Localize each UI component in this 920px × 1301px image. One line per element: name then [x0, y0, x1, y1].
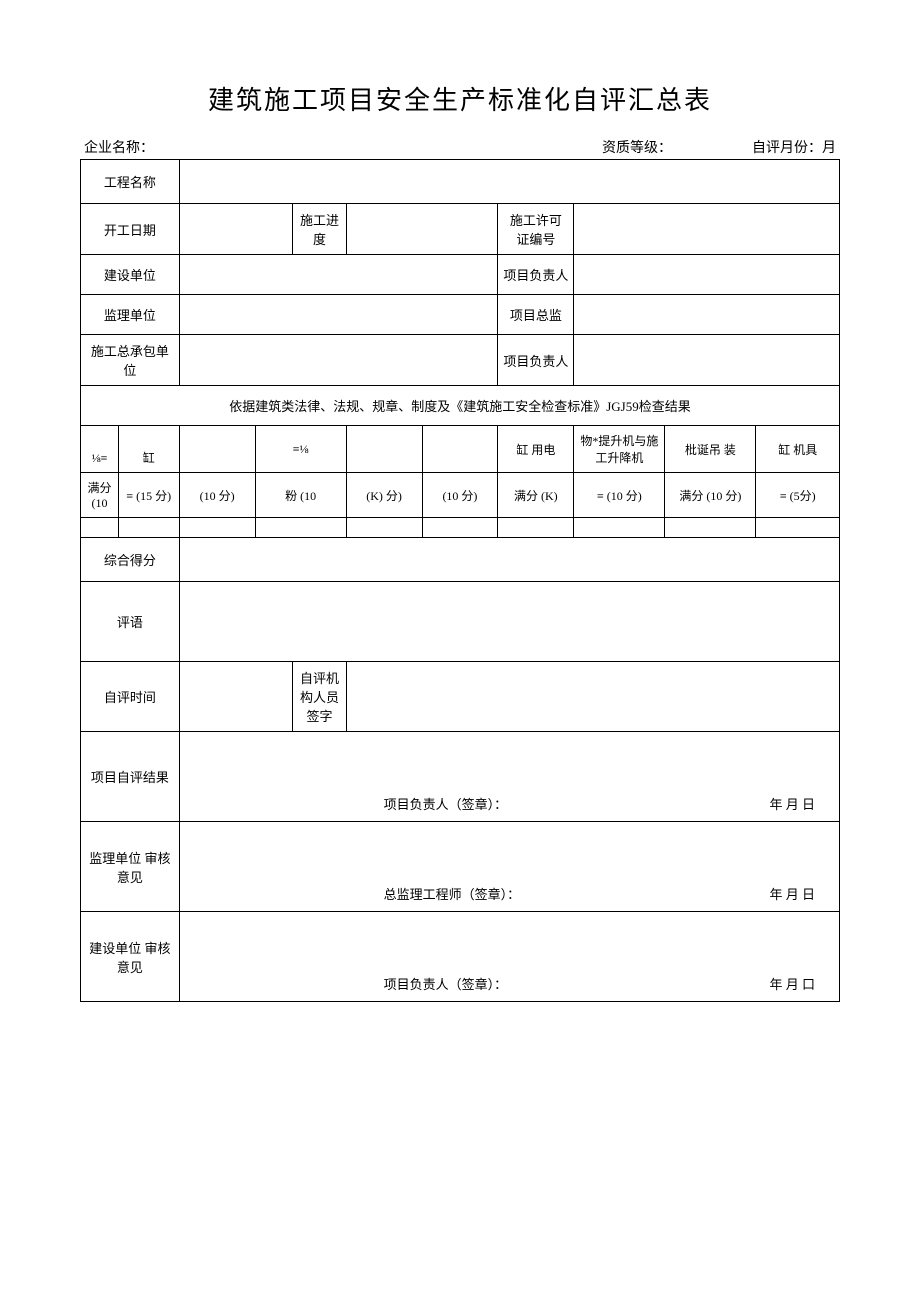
start-date-label: 开工日期	[81, 204, 180, 255]
qualification-label: 资质等级：	[602, 137, 672, 157]
comment-label: 评语	[81, 582, 180, 662]
score-h4: ≡⅛	[255, 426, 346, 473]
header-line: 企业名称： 资质等级： 自评月份：月	[80, 137, 840, 157]
score-s4: 粉 (10	[255, 473, 346, 518]
score-h8: 物*提升机与施工升降机	[574, 426, 665, 473]
project-name-label: 工程名称	[81, 160, 180, 204]
permit-label: 施工许可 证编号	[498, 204, 574, 255]
score-h6	[422, 426, 498, 473]
score-v2	[118, 518, 179, 538]
score-h3	[179, 426, 255, 473]
score-v6	[422, 518, 498, 538]
progress-value	[346, 204, 498, 255]
proj-leader2-value	[574, 335, 840, 386]
self-result-label: 项目自评结果	[81, 732, 180, 822]
score-v10	[756, 518, 840, 538]
date1: 年 月 日	[769, 794, 815, 813]
contractor-value	[179, 335, 498, 386]
proj-leader-label: 项目负责人	[498, 255, 574, 295]
self-sign-label: 自评机构人员签字	[293, 662, 346, 732]
date3: 年 月 口	[769, 974, 815, 993]
total-score-value	[179, 538, 839, 582]
score-s8: ≡ (10 分)	[574, 473, 665, 518]
score-s2: ≡ (15 分)	[118, 473, 179, 518]
score-s5: (K) 分)	[346, 473, 422, 518]
proj-leader-seal2: 项目负责人（签章）：	[384, 974, 508, 993]
supervise-unit-value	[179, 295, 498, 335]
company-label: 企业名称：	[84, 137, 154, 157]
basis-text: 依据建筑类法律、法规、规章、制度及《建筑施工安全检查标准》JGJ59检查结果	[81, 386, 840, 426]
progress-label: 施工进度	[293, 204, 346, 255]
score-v4	[255, 518, 346, 538]
supervise-opinion-label: 监理单位 审核意见	[81, 822, 180, 912]
score-v7	[498, 518, 574, 538]
score-v3	[179, 518, 255, 538]
supervise-opinion-value: 总监理工程师（签章）： 年 月 日	[179, 822, 839, 912]
start-date-value	[179, 204, 293, 255]
score-h7: 缸 用电	[498, 426, 574, 473]
build-opinion-value: 项目负责人（签章）： 年 月 口	[179, 912, 839, 1002]
proj-leader-seal: 项目负责人（签章）：	[384, 794, 508, 813]
comment-value	[179, 582, 839, 662]
score-v5	[346, 518, 422, 538]
supervisor-seal: 总监理工程师（签章）：	[384, 884, 521, 903]
score-s1: 满分 (10	[81, 473, 119, 518]
build-opinion-label: 建设单位 审核意见	[81, 912, 180, 1002]
supervise-unit-label: 监理单位	[81, 295, 180, 335]
self-time-value	[179, 662, 293, 732]
proj-leader-value	[574, 255, 840, 295]
score-h5	[346, 426, 422, 473]
score-v9	[665, 518, 756, 538]
score-h10: 缸 机具	[756, 426, 840, 473]
project-name-value	[179, 160, 839, 204]
score-v8	[574, 518, 665, 538]
build-unit-value	[179, 255, 498, 295]
score-h2: 缸	[118, 426, 179, 473]
main-table: 工程名称 开工日期 施工进度 施工许可 证编号 建设单位 项目负责人 监理单位 …	[80, 159, 840, 1002]
total-score-label: 综合得分	[81, 538, 180, 582]
score-s9: 满分 (10 分)	[665, 473, 756, 518]
contractor-label: 施工总承包单位	[81, 335, 180, 386]
proj-leader2-label: 项目负责人	[498, 335, 574, 386]
permit-value	[574, 204, 840, 255]
score-s3: (10 分)	[179, 473, 255, 518]
score-v1	[81, 518, 119, 538]
self-sign-value	[346, 662, 839, 732]
self-result-value: 项目负责人（签章）： 年 月 日	[179, 732, 839, 822]
score-s6: (10 分)	[422, 473, 498, 518]
proj-director-value	[574, 295, 840, 335]
score-h9: 枇诞吊 装	[665, 426, 756, 473]
score-h1: ⅛≡	[81, 426, 119, 473]
build-unit-label: 建设单位	[81, 255, 180, 295]
proj-director-label: 项目总监	[498, 295, 574, 335]
date2: 年 月 日	[769, 884, 815, 903]
score-s10: ≡ (5分)	[756, 473, 840, 518]
page-title: 建筑施工项目安全生产标准化自评汇总表	[80, 80, 840, 117]
self-time-label: 自评时间	[81, 662, 180, 732]
month-label: 自评月份：月	[752, 137, 836, 157]
score-s7: 满分 (K)	[498, 473, 574, 518]
